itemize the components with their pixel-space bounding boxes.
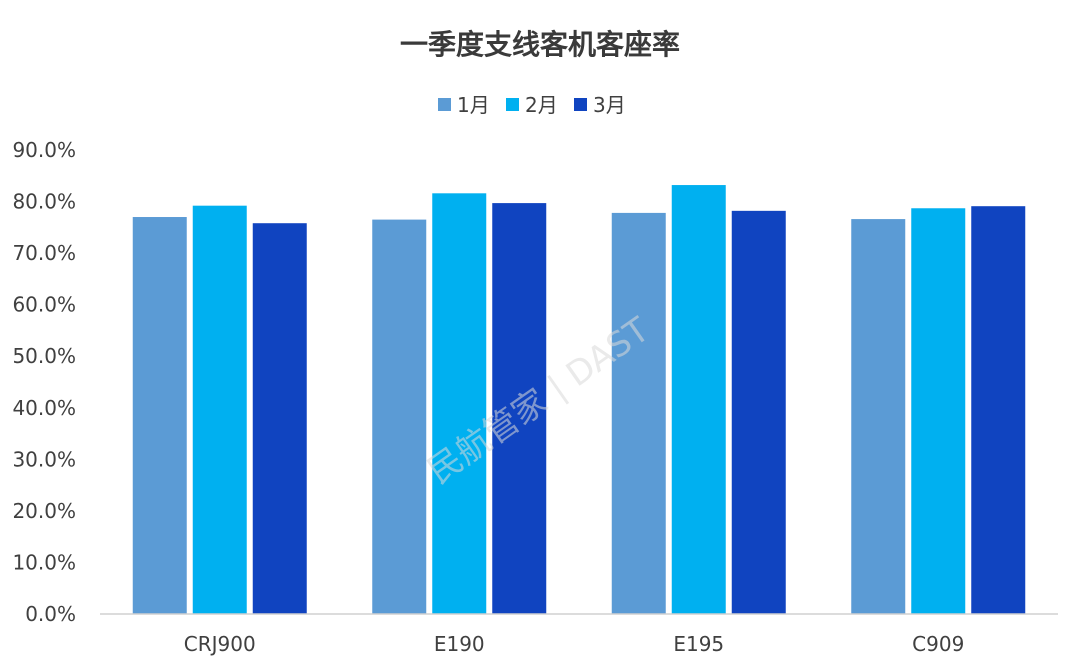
legend-label: 2月 bbox=[525, 93, 558, 117]
bar-CRJ900-2月 bbox=[192, 205, 247, 614]
bar-E195-2月 bbox=[671, 185, 726, 614]
x-tick-label: CRJ900 bbox=[184, 632, 256, 656]
bar-E195-3月 bbox=[731, 210, 786, 614]
x-tick-label: E195 bbox=[673, 632, 724, 656]
x-axis: CRJ900 E190 E195 C909 bbox=[184, 632, 965, 656]
legend-label: 3月 bbox=[593, 93, 626, 117]
bar-CRJ900-1月 bbox=[132, 217, 187, 614]
bar-E195-1月 bbox=[611, 212, 666, 615]
y-tick-label: 50.0% bbox=[12, 344, 76, 368]
y-tick-label: 90.0% bbox=[12, 138, 76, 162]
bar-E190-2月 bbox=[432, 193, 487, 614]
y-tick-label: 20.0% bbox=[12, 499, 76, 523]
y-axis: 0.0% 10.0% 20.0% 30.0% 40.0% 50.0% 60.0% 70.0% 8… bbox=[12, 138, 76, 626]
y-tick-label: 70.0% bbox=[12, 241, 76, 265]
y-tick-label: 30.0% bbox=[12, 447, 76, 471]
bar-C909-2月 bbox=[911, 208, 966, 614]
x-tick-label: E190 bbox=[434, 632, 485, 656]
legend-swatch bbox=[438, 98, 451, 111]
x-tick-label: C909 bbox=[912, 632, 964, 656]
chart-title: 一季度支线客机客座率 bbox=[400, 28, 680, 61]
legend-swatch bbox=[574, 98, 587, 111]
bar-E190-3月 bbox=[492, 203, 547, 614]
bar-CRJ900-3月 bbox=[252, 223, 307, 614]
y-tick-label: 60.0% bbox=[12, 293, 76, 317]
legend-swatch bbox=[506, 98, 519, 111]
bar-C909-3月 bbox=[971, 206, 1026, 614]
legend: 1月 2月 3月 bbox=[438, 93, 626, 117]
y-tick-label: 40.0% bbox=[12, 396, 76, 420]
bars bbox=[132, 185, 1026, 615]
legend-label: 1月 bbox=[457, 93, 490, 117]
y-tick-label: 80.0% bbox=[12, 190, 76, 214]
y-tick-label: 0.0% bbox=[25, 602, 76, 626]
y-tick-label: 10.0% bbox=[12, 550, 76, 574]
bar-E190-1月 bbox=[372, 219, 427, 614]
bar-C909-1月 bbox=[851, 219, 906, 614]
